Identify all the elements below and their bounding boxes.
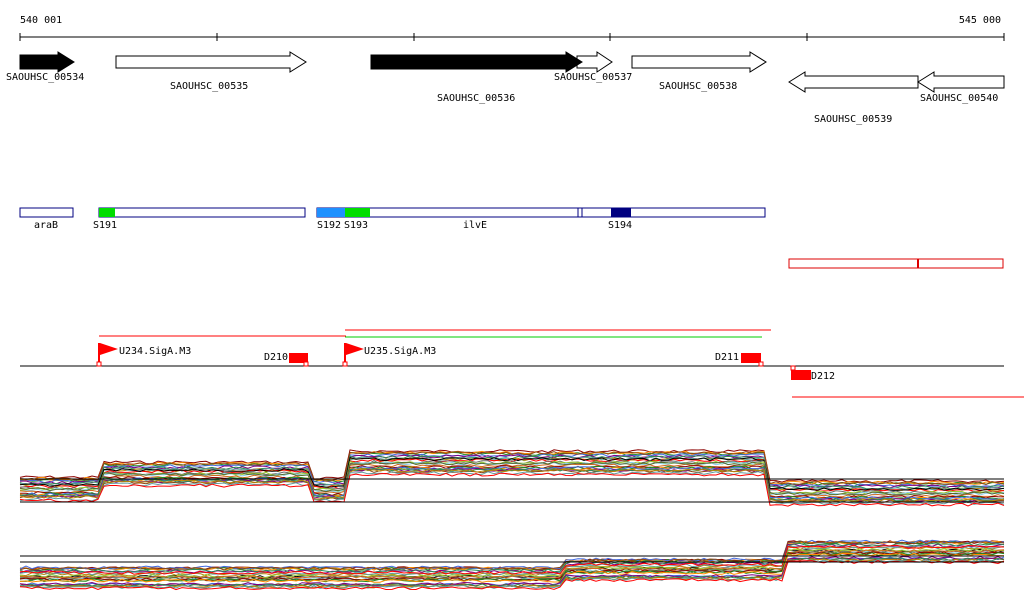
terminator-block xyxy=(791,370,811,380)
gene-label: SAOUHSC_00540 xyxy=(920,93,998,104)
segment-label: S194 xyxy=(608,220,632,231)
segment-box[interactable] xyxy=(98,207,306,218)
promoter-flag-icon xyxy=(346,343,364,355)
regulatory-track: U234.SigA.M3 D210 U235.SigA.M3 D211 D212 xyxy=(20,343,1004,382)
segment-label: S192 xyxy=(317,220,341,231)
gene-label: SAOUHSC_00537 xyxy=(554,72,632,83)
expression-profile-line xyxy=(19,457,1005,492)
promoter-flag-icon xyxy=(100,343,118,355)
segment-label: S191 xyxy=(93,220,117,231)
gene-label: SAOUHSC_00538 xyxy=(659,81,737,92)
gene-arrow-shape[interactable] xyxy=(19,51,75,73)
expression-profile-line xyxy=(19,542,1005,573)
expression-profile-line xyxy=(19,458,1005,493)
ruler-end-label: 545 000 xyxy=(959,15,1001,26)
terminator-label: D211 xyxy=(715,352,739,363)
gene-label: SAOUHSC_00535 xyxy=(170,81,248,92)
expression-profile-line xyxy=(19,472,1005,507)
terminator-label: D210 xyxy=(264,352,288,363)
terminator-D212[interactable]: D212 xyxy=(790,365,835,382)
gene-track: SAOUHSC_00534 SAOUHSC_00535 SAOUHSC_0053… xyxy=(6,51,1005,125)
terminator-base xyxy=(790,365,796,371)
terminator-block xyxy=(289,353,308,363)
expression-profile-line xyxy=(19,544,1005,575)
transcript-track xyxy=(99,329,1024,398)
terminator-base xyxy=(758,361,764,367)
expression-profile-line xyxy=(19,461,1005,496)
expression-profile-line xyxy=(19,547,1005,578)
segment-label: S193 xyxy=(344,220,368,231)
segment-S194-marker[interactable] xyxy=(611,208,631,217)
gene-arrow-shape[interactable] xyxy=(370,51,583,73)
promoter-U234[interactable]: U234.SigA.M3 xyxy=(96,343,191,367)
segment-araB[interactable] xyxy=(19,207,74,218)
gene-arrow-shape[interactable] xyxy=(631,51,767,73)
ruler-start-label: 540 001 xyxy=(20,15,62,26)
expression-profile-line xyxy=(19,557,1005,588)
segment-track: araB S191 S192 S193 ilvE S194 xyxy=(19,207,1004,269)
expression-profile-line xyxy=(19,552,1005,583)
promoter-base xyxy=(342,361,348,367)
terminator-D211[interactable]: D211 xyxy=(715,352,764,367)
terminator-block xyxy=(741,353,761,363)
expression-profile-line xyxy=(19,558,1005,590)
gene-arrow-00536[interactable]: SAOUHSC_00536 xyxy=(370,51,583,104)
gene-arrow-shape[interactable] xyxy=(576,51,613,73)
gene-arrow-00537[interactable] xyxy=(576,51,613,73)
promoter-base xyxy=(96,361,102,367)
terminator-D210[interactable]: D210 xyxy=(264,352,309,367)
gene-arrow-00535[interactable]: SAOUHSC_00535 xyxy=(115,51,307,92)
gene-label: SAOUHSC_00534 xyxy=(6,72,84,83)
gene-arrow-shape[interactable] xyxy=(115,51,307,73)
expression-profile-line xyxy=(19,454,1005,489)
segment-red-box[interactable] xyxy=(788,258,1004,269)
gene-label: SAOUHSC_00539 xyxy=(814,114,892,125)
expression-profile-line xyxy=(19,549,1005,580)
promoter-label: U235.SigA.M3 xyxy=(364,346,436,357)
expression-profile-line xyxy=(19,460,1005,495)
gene-arrow-00538[interactable]: SAOUHSC_00538 xyxy=(631,51,767,92)
expression-track-2 xyxy=(19,539,1005,591)
segment-ilvE[interactable] xyxy=(316,207,766,218)
expression-track-1 xyxy=(19,449,1005,507)
segment-S192-marker[interactable] xyxy=(317,208,345,217)
expression-profile-line xyxy=(19,540,1005,571)
gene-arrow-00540[interactable]: SAOUHSC_00540 xyxy=(917,71,1005,104)
gene-arrow-00539[interactable]: SAOUHSC_00539 xyxy=(788,71,919,125)
segment-S191-marker[interactable] xyxy=(99,208,115,217)
gene-arrow-shape[interactable] xyxy=(917,71,1005,93)
gene-label: SAOUHSC_00536 xyxy=(437,93,515,104)
expression-profile-line xyxy=(19,450,1005,486)
terminator-base xyxy=(303,361,309,367)
promoter-U235[interactable]: U235.SigA.M3 xyxy=(342,343,436,367)
expression-profile-line xyxy=(19,449,1005,484)
gene-arrow-00534[interactable]: SAOUHSC_00534 xyxy=(6,51,84,83)
terminator-label: D212 xyxy=(811,371,835,382)
segment-S193-marker[interactable] xyxy=(345,208,370,217)
segment-label: araB xyxy=(34,220,58,231)
expression-profile-line xyxy=(19,468,1005,503)
gene-arrow-shape[interactable] xyxy=(788,71,919,93)
segment-label: ilvE xyxy=(463,220,487,231)
coordinate-ruler: 540 001 545 000 xyxy=(19,15,1005,41)
promoter-label: U234.SigA.M3 xyxy=(119,346,191,357)
expression-profile-line xyxy=(19,539,1005,570)
